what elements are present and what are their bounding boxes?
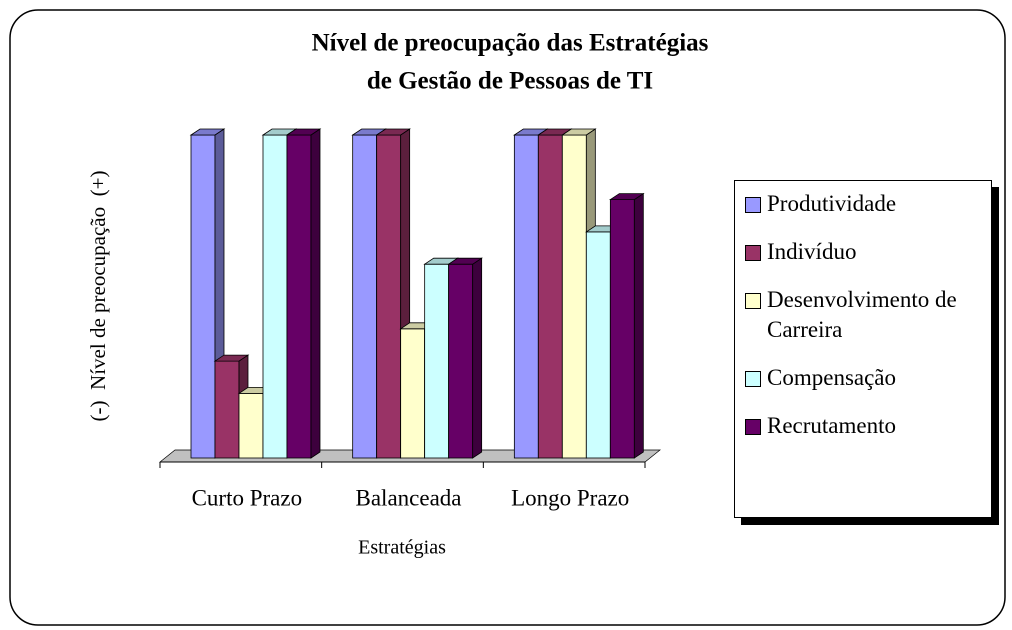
bar-front	[238, 392, 264, 459]
bar-top	[189, 128, 226, 136]
bar-front	[585, 231, 611, 459]
legend-label: Desenvolvimento de Carreira	[767, 287, 957, 342]
legend-item: Compensação	[745, 363, 981, 393]
x-tick-label: Balanceada	[356, 485, 462, 510]
y-axis-label: (-) Nível de preocupação (+)	[86, 171, 110, 422]
bar-front	[609, 199, 635, 459]
bar	[285, 128, 322, 459]
bar-front	[352, 134, 378, 459]
x-tick-label: Longo Prazo	[511, 485, 629, 510]
legend-label: Compensação	[767, 365, 897, 390]
bar-front	[513, 134, 539, 459]
bar-top	[213, 354, 250, 362]
bar-front	[561, 134, 587, 459]
legend-label: Produtividade	[767, 191, 897, 216]
bar-front	[262, 134, 288, 459]
bar-top	[447, 257, 483, 265]
bar-front	[286, 134, 312, 459]
bar-front	[214, 360, 240, 459]
bar-front	[424, 263, 450, 459]
legend-swatch	[745, 419, 761, 435]
bar-front	[190, 134, 216, 459]
bar	[189, 128, 226, 459]
chart-title: de Gestão de Pessoas de TI	[367, 68, 653, 95]
bar	[447, 257, 483, 459]
x-axis-label: Estratégias	[358, 537, 446, 559]
bar-side	[472, 257, 483, 459]
bar-front	[400, 328, 426, 459]
bar-top	[561, 128, 597, 136]
bar-top	[609, 193, 645, 201]
bar-front	[448, 263, 474, 459]
bar-front	[376, 134, 402, 459]
x-tick-label: Curto Prazo	[192, 485, 303, 510]
bar-top	[375, 128, 411, 136]
legend-swatch	[745, 293, 761, 309]
bar-side	[310, 128, 321, 459]
bar-front	[537, 134, 563, 459]
bar-top	[285, 128, 322, 136]
chart-title: Nível de preocupação das Estratégias	[312, 30, 709, 57]
legend-label: Indivíduo	[767, 239, 857, 264]
legend-item: Desenvolvimento de Carreira	[745, 285, 981, 345]
legend-swatch	[745, 197, 761, 213]
bar	[609, 192, 645, 459]
bar-side	[633, 192, 644, 459]
legend: Produtividade Indivíduo Desenvolvimento de…	[734, 180, 992, 518]
legend-label: Recrutamento	[767, 413, 897, 438]
legend-swatch	[745, 245, 761, 261]
legend-swatch	[745, 371, 761, 387]
legend-item: Produtividade	[745, 189, 981, 219]
legend-item: Recrutamento	[745, 411, 981, 441]
legend-item: Indivíduo	[745, 237, 981, 267]
